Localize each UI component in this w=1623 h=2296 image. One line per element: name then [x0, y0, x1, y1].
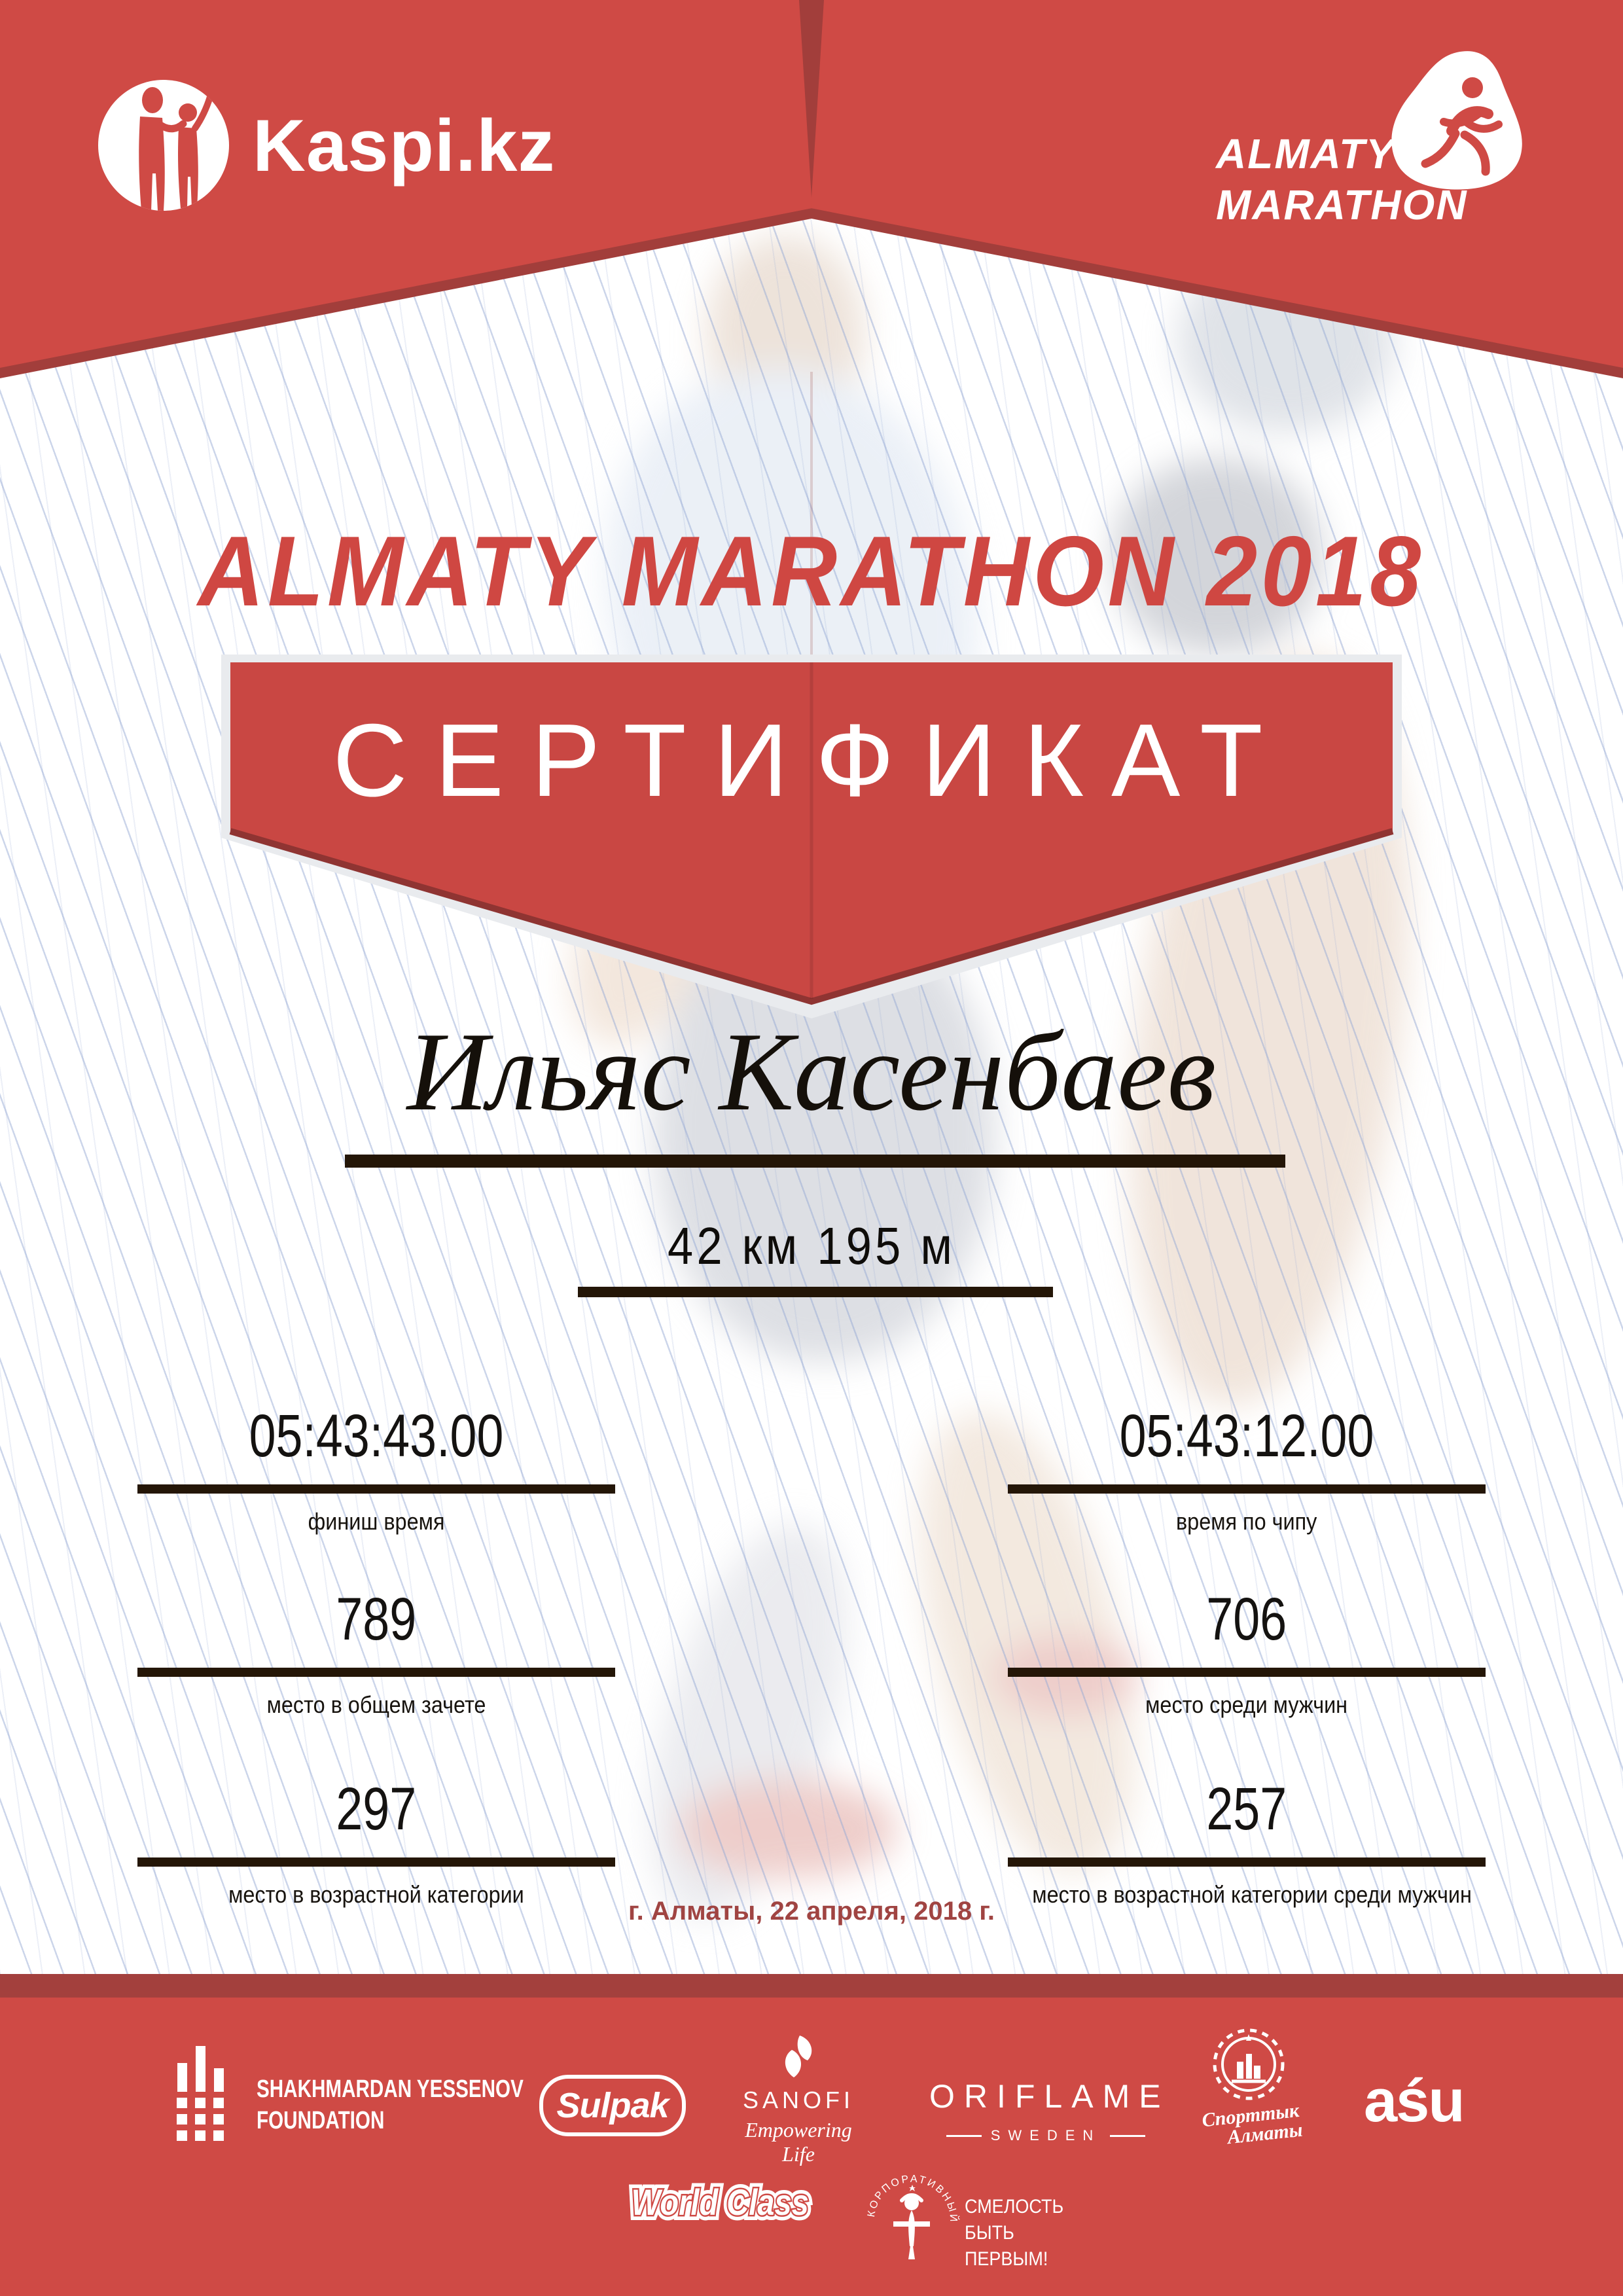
- footer-red-band: [0, 1998, 1623, 2296]
- certificate-label: СЕРТИФИКАТ: [332, 703, 1291, 818]
- stat-chip-time: 05:43:12.00 время по чипу: [1008, 1406, 1486, 1535]
- sponsor-world-class: World Class World Class World Class: [627, 2176, 813, 2228]
- stat-age-place: 297 место в возрастной категории: [137, 1779, 615, 1909]
- stat-value: 789: [336, 1586, 417, 1653]
- stat-label: время по чипу: [1176, 1508, 1317, 1535]
- stat-underline: [137, 1668, 615, 1677]
- header-left-panel: [0, 0, 812, 368]
- stat-value: 257: [1206, 1776, 1287, 1842]
- name-underline: [345, 1155, 1285, 1168]
- sporttyk-text: Спорттык Алматы: [1201, 2099, 1304, 2149]
- stat-label: место в возрастной категории: [228, 1881, 524, 1908]
- yessenov-grid-icon: [177, 2046, 224, 2141]
- wordmark-line2: MARATHON: [1216, 181, 1468, 228]
- sponsor-sporttyk: Спорттык Алматы: [1201, 2028, 1304, 2148]
- stat-label: место в возрастной категории среди мужчи…: [1032, 1881, 1472, 1908]
- kaspi-family-icon: [98, 80, 229, 211]
- icon-col: [177, 2046, 187, 2141]
- stat-value: 05:43:12.00: [1119, 1403, 1374, 1469]
- yessenov-line2: FOUNDATION: [257, 2107, 385, 2134]
- distance-value: 42 км 195 м: [667, 1217, 956, 1275]
- stat-underline: [137, 1484, 615, 1494]
- sponsor-sulpak: Sulpak: [539, 2075, 686, 2136]
- photo-shape: [681, 1780, 897, 1878]
- oriflame-sweden: SWEDEN: [990, 2127, 1101, 2144]
- distance-underline: [578, 1287, 1053, 1297]
- stat-value: 05:43:43.00: [249, 1403, 504, 1469]
- fond-slogan: СМЕЛОСТЬ БЫТЬ ПЕРВЫМ!: [965, 2196, 1064, 2270]
- stat-underline: [1008, 1668, 1486, 1677]
- stat-value: 706: [1206, 1586, 1287, 1653]
- fond-figure-icon: КОРПОРАТИВНЫЙ ФОНД: [863, 2160, 958, 2259]
- sporttyk-emblem-icon: [1213, 2028, 1285, 2100]
- stat-underline: [1008, 1857, 1486, 1867]
- city-date-line: г. Алматы, 22 апреля, 2018 г.: [628, 1897, 995, 1926]
- header-band: [0, 0, 1623, 378]
- stat-underline: [137, 1857, 615, 1867]
- photo-shape: [1113, 458, 1322, 655]
- sanofi-bird-icon: [785, 2036, 812, 2077]
- sponsor-sanofi: SANOFI Empowering Life: [732, 2034, 865, 2166]
- stat-overall-place: 789 место в общем зачете: [137, 1589, 615, 1719]
- sulpak-logo-text: Sulpak: [556, 2086, 669, 2125]
- stat-value: 297: [336, 1776, 417, 1842]
- stat-label: финиш время: [308, 1508, 445, 1535]
- dash-left: [946, 2134, 982, 2137]
- stat-finish-time: 05:43:43.00 финиш время: [137, 1406, 615, 1535]
- ribbon-red-shape: [230, 662, 1393, 1001]
- sponsor-asu: aśu: [1364, 2068, 1465, 2134]
- ribbon-edge-shadow: [229, 828, 1394, 1005]
- center-fold-line: [810, 372, 813, 665]
- stat-men-place: 706 место среди мужчин: [1008, 1589, 1486, 1719]
- icon-col: [195, 2046, 205, 2141]
- sponsor-oriflame: ORIFLAME SWEDEN: [929, 2077, 1162, 2144]
- page-title: ALMATY MARATHON 2018: [198, 516, 1425, 627]
- sanofi-logo-text: SANOFI: [742, 2087, 854, 2113]
- yessenov-line1: SHAKHMARDAN YESSENOV: [257, 2075, 524, 2103]
- oriflame-logo-text: ORIFLAME: [929, 2078, 1170, 2115]
- stat-label: место среди мужчин: [1145, 1691, 1348, 1718]
- wordmark-line1: ALMATY: [1216, 130, 1395, 177]
- dash-right: [1110, 2134, 1146, 2137]
- stat-underline: [1008, 1484, 1486, 1494]
- stat-label: место в общем зачете: [266, 1691, 486, 1718]
- certificate-ribbon: [221, 655, 1402, 1018]
- almaty-marathon-wordmark: ALMATY MARATHON: [1216, 128, 1468, 230]
- icon-col: [213, 2046, 224, 2141]
- sanofi-tagline: Empowering Life: [745, 2118, 852, 2166]
- kaspi-logo-text: Kaspi.kz: [253, 105, 556, 187]
- oriflame-sub: SWEDEN: [929, 2127, 1162, 2144]
- runner-pick-icon: [1391, 51, 1522, 190]
- footer-dark-band: [0, 1974, 1623, 1998]
- participant-name: Ильяс Касенбаев: [406, 1010, 1217, 1134]
- sponsor-yessenov: SHAKHMARDAN YESSENOV FOUNDATION: [257, 2073, 599, 2136]
- stat-age-men-place: 257 место в возрастной категории среди м…: [1008, 1779, 1486, 1909]
